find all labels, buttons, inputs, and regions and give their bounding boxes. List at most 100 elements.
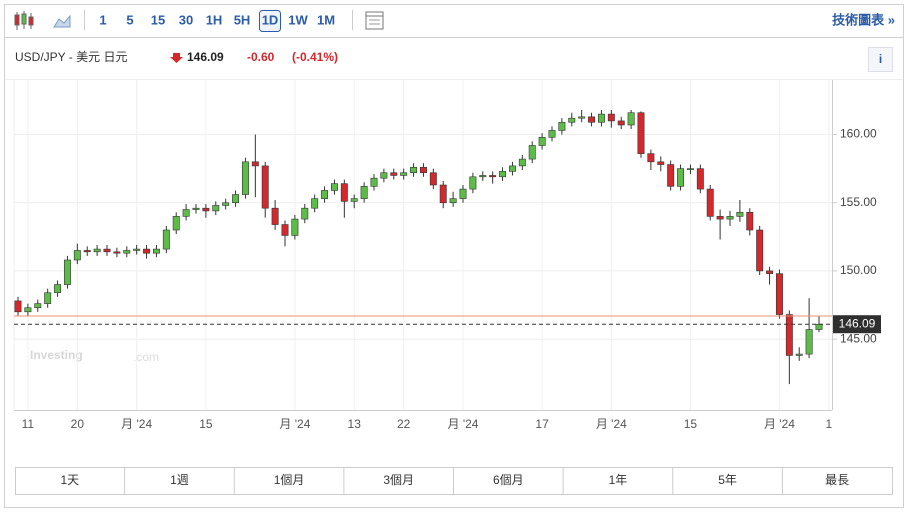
- candle-body: [133, 248, 141, 251]
- candle-body: [775, 273, 783, 315]
- technical-chart-link[interactable]: 技術圖表 »: [832, 12, 895, 27]
- candle-body: [746, 211, 754, 231]
- interval-button[interactable]: 30: [179, 12, 193, 27]
- interval-button[interactable]: 1D: [262, 12, 279, 27]
- x-tick-label: 15: [199, 417, 213, 431]
- watermark: Investing: [30, 348, 83, 362]
- range-button[interactable]: 1天: [60, 473, 79, 487]
- candle-body: [54, 284, 62, 294]
- x-tick-label: 月 '24: [121, 417, 152, 431]
- candle-body: [152, 248, 160, 254]
- watermark-suffix: .com: [133, 350, 159, 364]
- candle-body: [686, 168, 694, 170]
- candle-body: [558, 121, 566, 131]
- candle-body: [113, 251, 121, 254]
- candle-body: [123, 250, 131, 254]
- candle-body: [568, 117, 576, 123]
- candle-body: [607, 113, 615, 122]
- info-label[interactable]: i: [879, 52, 882, 66]
- candle-body: [212, 205, 220, 212]
- interval-button[interactable]: 5: [126, 12, 133, 27]
- candle-body: [548, 130, 556, 138]
- candle-body: [301, 207, 309, 220]
- active-interval-box[interactable]: [259, 10, 281, 32]
- candle-body: [360, 186, 368, 199]
- range-button[interactable]: 1個月: [274, 473, 305, 487]
- candle-body: [73, 250, 81, 261]
- candle-body: [44, 292, 52, 304]
- interval-button[interactable]: 15: [151, 12, 165, 27]
- candle-body: [677, 168, 685, 187]
- candle-body: [241, 161, 249, 195]
- candle-body: [736, 211, 744, 217]
- candle-body: [410, 166, 418, 174]
- candle-body: [588, 116, 596, 123]
- candle-body: [489, 175, 497, 178]
- candle-body: [350, 198, 358, 202]
- candle-body: [508, 165, 516, 172]
- candle-body: [390, 172, 398, 176]
- range-button[interactable]: 1週: [170, 473, 189, 487]
- candle-body: [311, 198, 319, 209]
- range-button[interactable]: 最長: [825, 473, 849, 487]
- candle-body: [370, 177, 378, 187]
- candle-body: [805, 329, 813, 355]
- candle-body: [291, 218, 299, 236]
- range-button[interactable]: 6個月: [493, 473, 524, 487]
- last-price-tag: [833, 315, 881, 334]
- calendar-icon[interactable]: [365, 11, 384, 30]
- plot: [14, 80, 832, 410]
- info-button[interactable]: [868, 47, 893, 72]
- candle-body: [538, 136, 546, 146]
- candle-body: [222, 202, 230, 206]
- interval-button[interactable]: 1H: [206, 12, 223, 27]
- candle-body: [627, 112, 635, 126]
- candle-body: [667, 164, 675, 187]
- candle-body: [815, 323, 823, 330]
- candle-body: [696, 168, 704, 190]
- area-icon[interactable]: [53, 14, 71, 28]
- change-percent: (-0.41%): [292, 50, 338, 64]
- candle-body: [597, 113, 605, 123]
- x-tick-label: 15: [684, 417, 698, 431]
- candle-body: [202, 207, 210, 212]
- range-button[interactable]: 5年: [718, 473, 737, 487]
- price: 146.09: [187, 50, 224, 64]
- candle-body: [14, 300, 22, 313]
- candle-body: [400, 172, 408, 176]
- candle-body: [419, 166, 427, 174]
- interval-button[interactable]: 1M: [317, 12, 335, 27]
- x-tick-label: 11: [22, 417, 35, 431]
- range-button[interactable]: 1年: [609, 473, 628, 487]
- candle-body: [182, 209, 190, 217]
- x-tick-label: 月 '24: [596, 417, 627, 431]
- candle-body: [578, 116, 586, 119]
- candle-body: [617, 120, 625, 126]
- candle-body: [251, 161, 259, 167]
- x-tick-label: 17: [535, 417, 549, 431]
- candle-body: [528, 145, 536, 160]
- interval-button[interactable]: 1: [99, 12, 106, 27]
- candle-body: [449, 198, 457, 204]
- candle-body: [63, 259, 71, 285]
- y-tick-label: 145.00: [840, 331, 877, 345]
- x-tick-label: 月 '24: [448, 417, 479, 431]
- interval-button[interactable]: 5H: [234, 12, 251, 27]
- interval-button[interactable]: 1W: [288, 12, 308, 27]
- candle-body: [726, 216, 734, 220]
- range-button[interactable]: 3個月: [383, 473, 414, 487]
- x-tick-label: 13: [348, 417, 362, 431]
- candle-body: [756, 229, 764, 272]
- change: -0.60: [247, 50, 275, 64]
- candle-body: [34, 303, 42, 309]
- candle-body: [340, 183, 348, 202]
- x-tick-label: 月 '24: [764, 417, 795, 431]
- candle-body: [657, 161, 665, 165]
- candle-body: [518, 158, 526, 167]
- last-price-label: 146.09: [839, 316, 876, 330]
- candle-icon[interactable]: [14, 11, 34, 30]
- x-tick-label: 月 '24: [279, 417, 310, 431]
- candle-body: [469, 176, 477, 190]
- candle-body: [716, 216, 724, 220]
